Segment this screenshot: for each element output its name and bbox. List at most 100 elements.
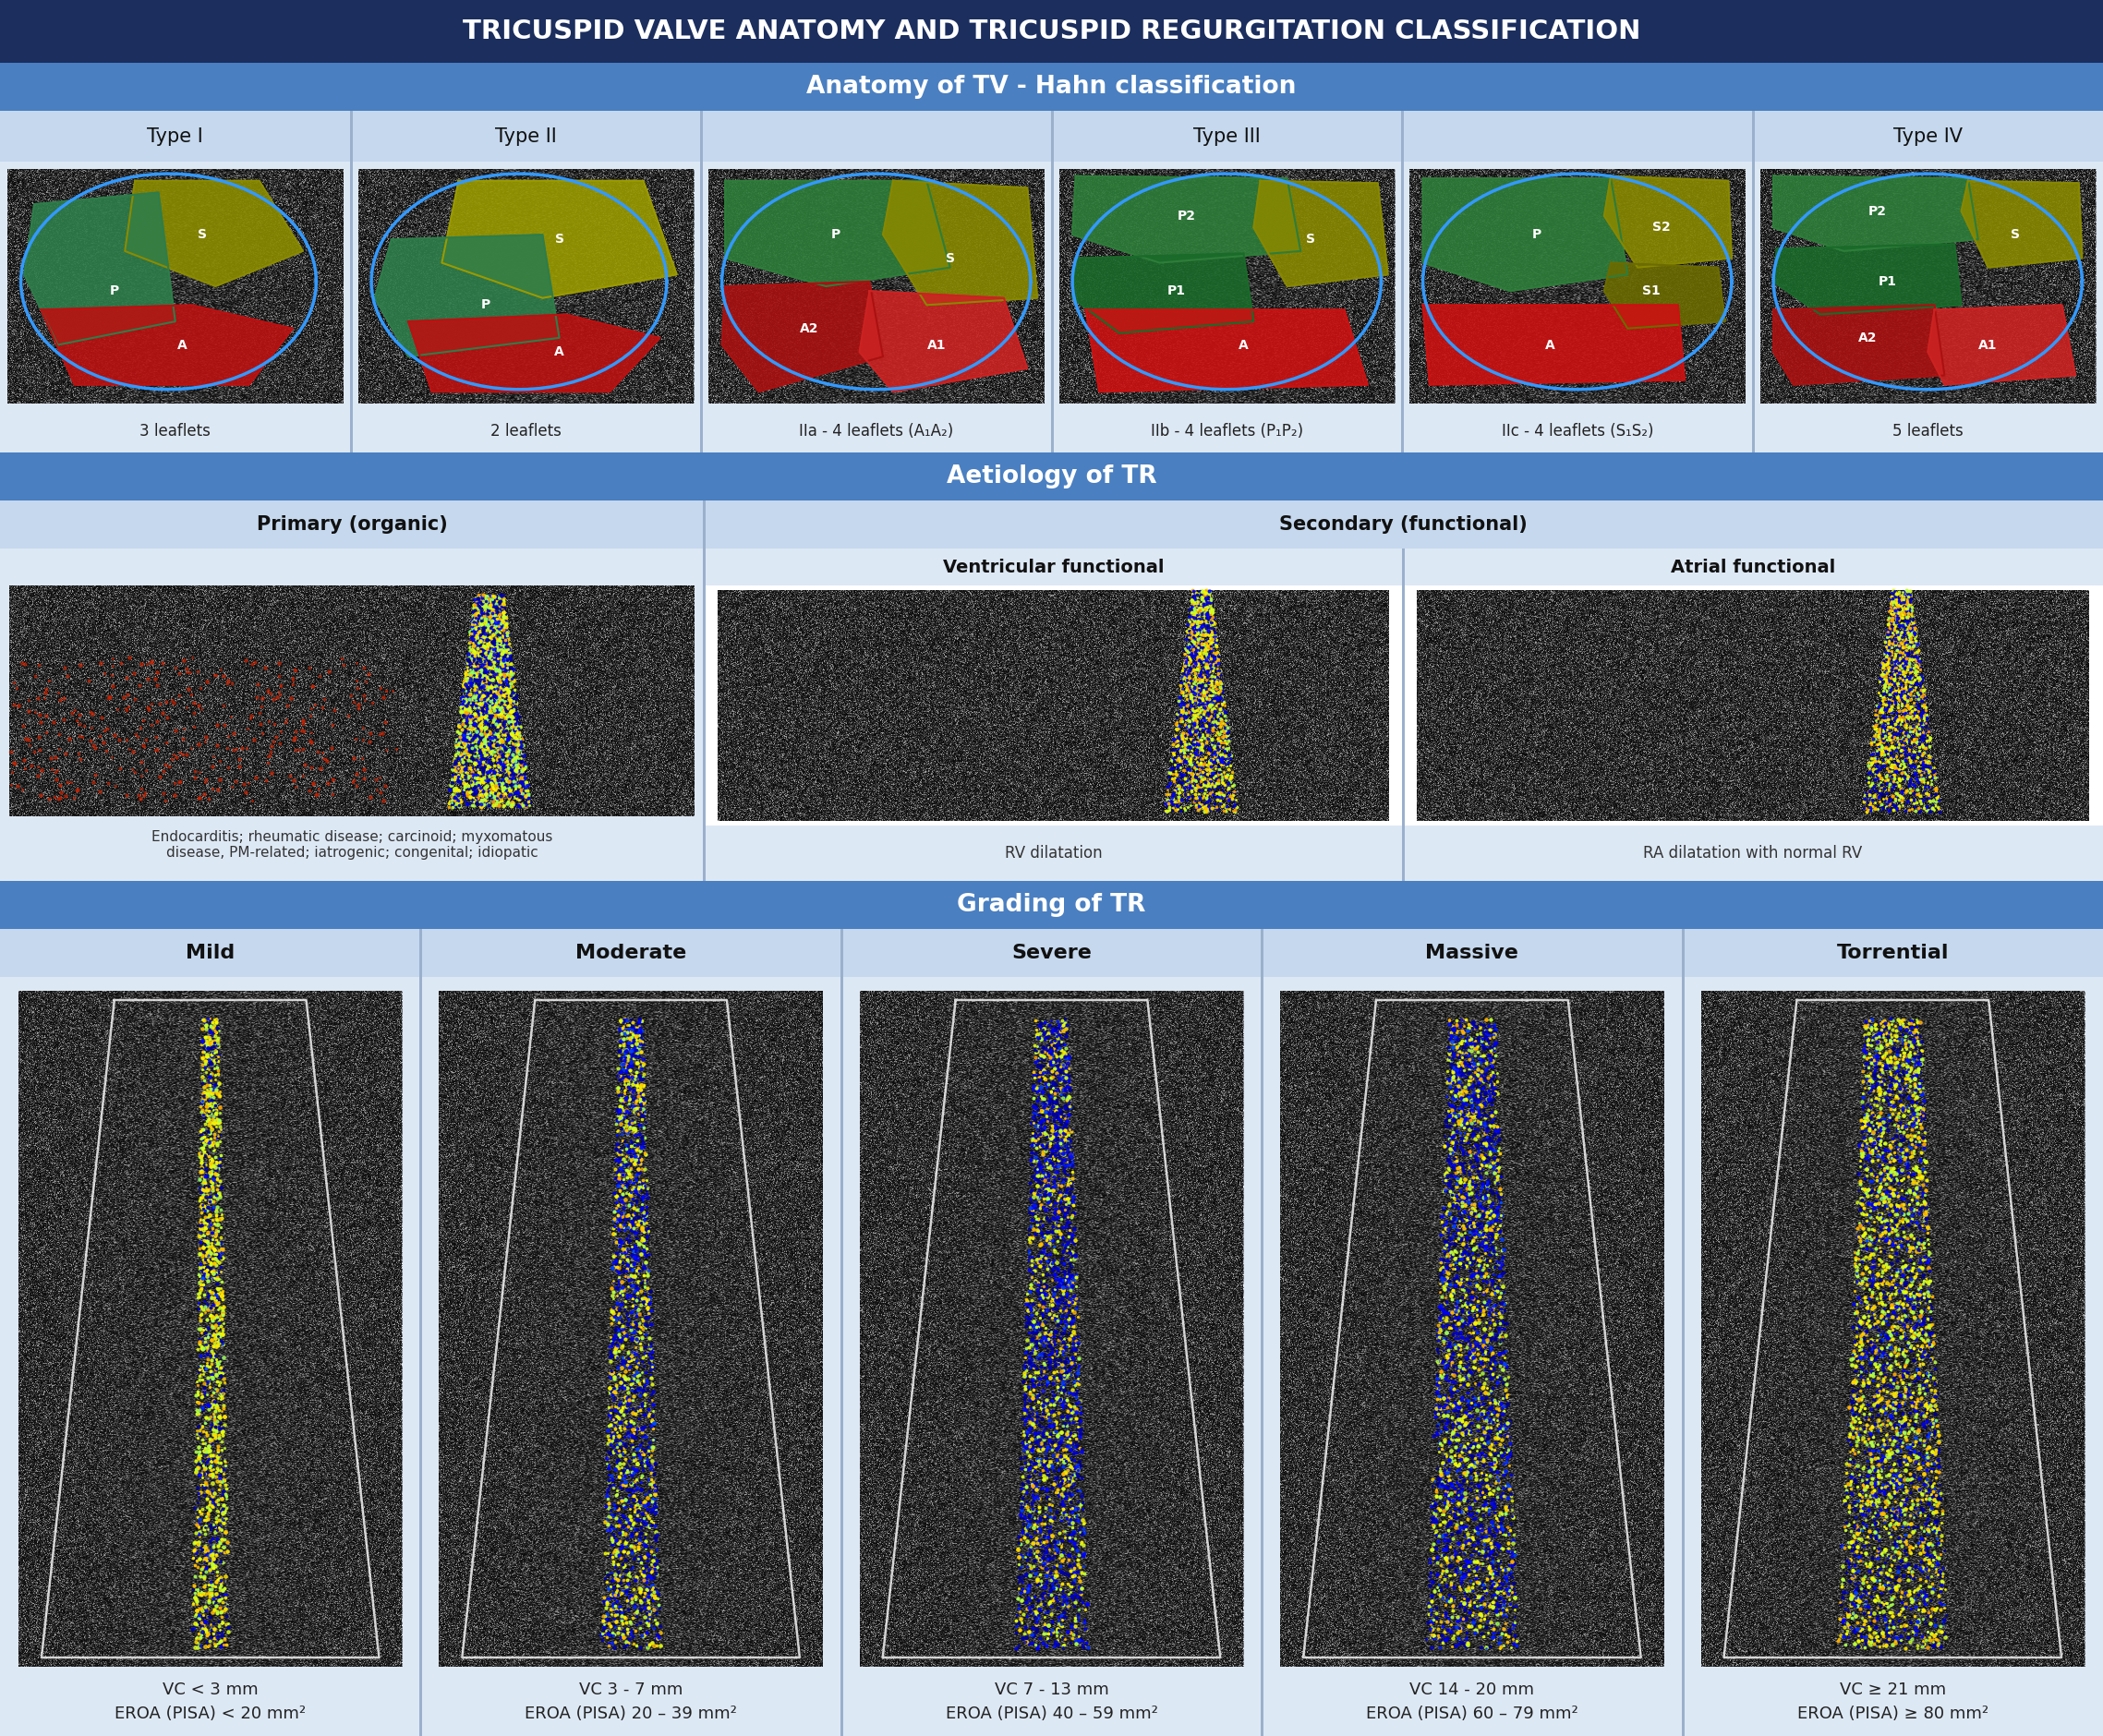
- Polygon shape: [1424, 306, 1685, 385]
- Text: Massive: Massive: [1426, 944, 1518, 962]
- Text: A1: A1: [927, 339, 946, 351]
- Bar: [1052, 411, 1054, 453]
- Bar: [705, 549, 1403, 585]
- Bar: [421, 929, 423, 1736]
- Text: A1: A1: [1979, 339, 1998, 351]
- Text: 3 leaflets: 3 leaflets: [139, 424, 210, 439]
- Text: S: S: [555, 233, 564, 247]
- Bar: [0, 111, 2103, 161]
- Text: P1: P1: [1167, 285, 1186, 297]
- Bar: [0, 411, 2103, 453]
- Bar: [0, 161, 2103, 411]
- Polygon shape: [1424, 179, 1628, 292]
- Text: RV dilatation: RV dilatation: [1005, 845, 1102, 861]
- Bar: [1401, 161, 1405, 411]
- Bar: [0, 0, 2103, 62]
- Bar: [0, 929, 2103, 977]
- Text: P: P: [831, 227, 841, 241]
- Bar: [1052, 111, 1054, 161]
- Text: A2: A2: [799, 321, 818, 335]
- Bar: [702, 826, 707, 880]
- Bar: [1752, 161, 1754, 411]
- Text: Type I: Type I: [147, 127, 204, 146]
- Text: IIb - 4 leaflets (P₁P₂): IIb - 4 leaflets (P₁P₂): [1150, 424, 1304, 439]
- Text: Mild: Mild: [185, 944, 236, 962]
- Text: TRICUSPID VALVE ANATOMY AND TRICUSPID REGURGITATION CLASSIFICATION: TRICUSPID VALVE ANATOMY AND TRICUSPID RE…: [463, 19, 1640, 45]
- Polygon shape: [1773, 306, 1945, 385]
- Text: A2: A2: [1857, 332, 1876, 344]
- Text: VC < 3 mm: VC < 3 mm: [162, 1682, 259, 1698]
- Bar: [717, 590, 1390, 821]
- Bar: [1760, 168, 2095, 403]
- Bar: [705, 826, 1403, 880]
- Polygon shape: [726, 181, 951, 286]
- Text: A: A: [1546, 339, 1556, 351]
- Text: Aetiology of TR: Aetiology of TR: [946, 465, 1157, 488]
- Text: VC 7 - 13 mm: VC 7 - 13 mm: [995, 1682, 1108, 1698]
- Bar: [709, 168, 1043, 403]
- Text: EROA (PISA) 40 – 59 mm²: EROA (PISA) 40 – 59 mm²: [946, 1705, 1157, 1722]
- Bar: [0, 977, 2103, 1736]
- Text: Atrial functional: Atrial functional: [1670, 559, 1836, 576]
- Bar: [700, 161, 702, 411]
- Bar: [1403, 549, 1405, 844]
- Bar: [1060, 168, 1394, 403]
- Text: RA dilatation with normal RV: RA dilatation with normal RV: [1642, 845, 1863, 861]
- Polygon shape: [442, 181, 677, 299]
- Bar: [1417, 590, 2088, 821]
- Bar: [1752, 111, 1754, 161]
- Bar: [1752, 411, 1754, 453]
- Text: Anatomy of TV - Hahn classification: Anatomy of TV - Hahn classification: [808, 75, 1295, 99]
- Text: A: A: [177, 339, 187, 351]
- Text: VC 14 - 20 mm: VC 14 - 20 mm: [1409, 1682, 1535, 1698]
- Bar: [0, 880, 2103, 929]
- Text: Endocarditis; rheumatic disease; carcinoid; myxomatous
disease, PM-related; iatr: Endocarditis; rheumatic disease; carcino…: [151, 830, 553, 859]
- Text: Moderate: Moderate: [576, 944, 686, 962]
- Polygon shape: [374, 234, 559, 356]
- Polygon shape: [883, 181, 1037, 306]
- Bar: [1403, 549, 2103, 585]
- Bar: [700, 111, 702, 161]
- Bar: [860, 991, 1243, 1667]
- Polygon shape: [1928, 306, 2076, 385]
- Polygon shape: [1605, 175, 1731, 267]
- Bar: [705, 500, 2103, 549]
- Text: S: S: [946, 252, 955, 264]
- Bar: [358, 168, 694, 403]
- Bar: [8, 168, 343, 403]
- Text: Type IV: Type IV: [1893, 127, 1962, 146]
- Bar: [0, 549, 705, 826]
- Bar: [349, 411, 353, 453]
- Bar: [1682, 929, 1685, 1736]
- Bar: [8, 585, 694, 816]
- Text: S2: S2: [1653, 220, 1670, 234]
- Polygon shape: [23, 193, 175, 345]
- Text: Ventricular functional: Ventricular functional: [942, 559, 1163, 576]
- Text: S: S: [198, 227, 206, 241]
- Text: Torrential: Torrential: [1836, 944, 1949, 962]
- Polygon shape: [1773, 175, 1979, 252]
- Polygon shape: [124, 181, 303, 286]
- Text: P: P: [109, 285, 120, 297]
- Bar: [1701, 991, 2084, 1667]
- Bar: [1281, 991, 1663, 1667]
- Text: EROA (PISA) 60 – 79 mm²: EROA (PISA) 60 – 79 mm²: [1367, 1705, 1577, 1722]
- Polygon shape: [1085, 309, 1367, 392]
- Polygon shape: [40, 306, 292, 385]
- Polygon shape: [1773, 245, 1962, 314]
- Text: EROA (PISA) ≥ 80 mm²: EROA (PISA) ≥ 80 mm²: [1798, 1705, 1987, 1722]
- Text: Secondary (functional): Secondary (functional): [1279, 516, 1527, 533]
- Bar: [349, 111, 353, 161]
- Text: P1: P1: [1878, 274, 1897, 288]
- Polygon shape: [1605, 262, 1724, 328]
- Text: P: P: [1533, 227, 1541, 241]
- Bar: [1262, 929, 1264, 1736]
- Text: Type III: Type III: [1192, 127, 1260, 146]
- Polygon shape: [1253, 181, 1388, 286]
- Bar: [0, 62, 2103, 111]
- Bar: [19, 991, 402, 1667]
- Text: S1: S1: [1642, 285, 1659, 297]
- Text: VC 3 - 7 mm: VC 3 - 7 mm: [578, 1682, 683, 1698]
- Polygon shape: [860, 292, 1028, 392]
- Text: A: A: [555, 345, 564, 358]
